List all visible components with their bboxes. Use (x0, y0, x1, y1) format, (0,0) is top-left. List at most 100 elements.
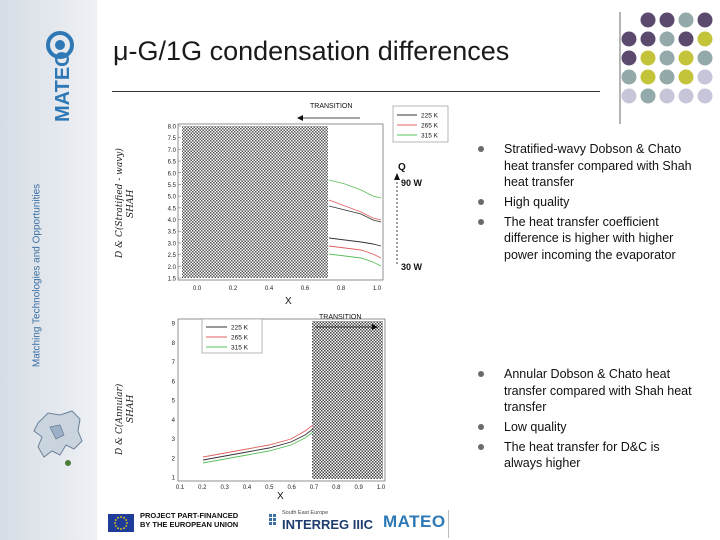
decorative-dot (697, 31, 713, 47)
chart-bottom-xtick-label: 0.7 (310, 485, 319, 491)
eu-funding-line-2: BY THE EUROPEAN UNION (140, 519, 239, 529)
chart-bottom-ytick-label: 1 (172, 476, 176, 482)
eu-star-icon (117, 527, 119, 530)
chart-bottom-legend-label: 265 K (231, 335, 249, 342)
chart-top-ytick-label: 4.5 (168, 206, 177, 212)
bullet-bottom-1: Annular Dobson & Chato heat transfer com… (478, 366, 697, 416)
decorative-divider (619, 12, 621, 124)
bullet-list-bottom: Annular Dobson & Chato heat transfer com… (478, 366, 697, 475)
bullet-dot-icon (478, 146, 484, 152)
chart-bottom-xtick-label: 0.2 (198, 485, 207, 491)
chart-bottom-ylabel-2: SHAH (126, 394, 136, 423)
decorative-dot (640, 31, 656, 47)
bullet-top-2-text: High quality (504, 194, 570, 209)
decorative-dot (640, 69, 656, 85)
chart-bottom-xtick-label: 1.0 (377, 485, 386, 491)
slide-title: μ-G/1G condensation differences (113, 36, 510, 66)
chart-top-ytick-label: 4.0 (168, 218, 177, 224)
chart-top-ytick-label: 7.0 (168, 148, 177, 154)
chart-top-transition-arrowhead (297, 115, 303, 121)
decorative-dot (621, 88, 637, 104)
eu-star-icon (120, 528, 122, 530)
bullet-list-top: Stratified-wavy Dobson & Chato heat tran… (478, 141, 697, 266)
chart-bottom-ytick-label: 7 (172, 360, 176, 366)
bullet-top-3-text: The heat transfer coefficient difference… (504, 214, 676, 262)
eu-star-icon (126, 522, 128, 524)
decorative-dot (640, 50, 656, 66)
chart-bottom-transition-label: TRANSITION (319, 314, 361, 321)
bullet-top-1: Stratified-wavy Dobson & Chato heat tran… (478, 141, 697, 191)
chart-top-ytick-label: 2.0 (168, 265, 177, 271)
chart-top-xtick-label: 0.8 (337, 286, 346, 292)
eu-flag-icon (108, 514, 134, 532)
decorative-dot (697, 88, 713, 104)
chart-top: D & C(Stratified - wavy) SHAH TRANSITION… (114, 103, 449, 307)
eu-funding-line-1: PROJECT PART-FINANCED (140, 511, 239, 520)
decorative-dot (640, 88, 656, 104)
chart-top-xtick-label: 0.2 (229, 286, 238, 292)
bullet-bottom-3-text: The heat transfer for D&C is always high… (504, 439, 660, 471)
chart-top-series-line (328, 237, 382, 247)
bullet-bottom-3: The heat transfer for D&C is always high… (478, 439, 697, 472)
chart-top-series-line (328, 205, 382, 223)
chart-top-series-line (328, 253, 382, 267)
chart-bottom-xtick-label: 0.4 (243, 485, 252, 491)
chart-bottom-xtick-label: 0.8 (332, 485, 341, 491)
chart-top-transition-region (182, 126, 328, 278)
interreg-emblem-icon (269, 514, 276, 525)
chart-bottom-series-line (202, 431, 314, 464)
decorative-dot (640, 12, 656, 28)
eu-star-icon (125, 525, 128, 527)
chart-bottom-ytick-label: 6 (172, 379, 176, 385)
bullet-top-1-text: Stratified-wavy Dobson & Chato heat tran… (504, 142, 692, 190)
chart-top-ytick-label: 5.5 (168, 183, 177, 189)
chart-top-legend-label: 225 K (421, 113, 439, 120)
chart-top-series-line (328, 199, 382, 221)
chart-bottom-ytick-label: 5 (172, 399, 176, 405)
decorative-dot (678, 31, 694, 47)
chart-bottom-ytick-label: 9 (172, 322, 176, 328)
decorative-dot (678, 88, 694, 104)
decorative-dot (678, 50, 694, 66)
chart-top-ytick-label: 6.5 (168, 160, 177, 166)
chart-bottom-ytick-label: 4 (172, 418, 176, 424)
chart-top-ytick-label: 7.5 (168, 136, 177, 142)
bullet-dot-icon (478, 443, 484, 450)
bullet-dot-icon (478, 218, 484, 225)
chart-top-ylabel-1: D & C(Stratified - wavy) (114, 148, 125, 259)
chart-bottom-transition-region (312, 321, 383, 479)
chart-top-xtick-label: 0.0 (193, 286, 202, 292)
decorative-dot (678, 12, 694, 28)
chart-top-legend-label: 315 K (421, 133, 439, 140)
chart-bottom-xlabel: X (277, 491, 284, 502)
mateo-logo-text: MATEO (52, 51, 74, 122)
mateo-logo-icon: MATEO (46, 31, 74, 122)
chart-top-ytick-label: 3.5 (168, 230, 177, 236)
bullet-dot-icon (478, 371, 484, 377)
decorative-dot-grid (621, 12, 713, 104)
decorative-dot (659, 12, 675, 28)
chart-bottom-xtick-label: 0.6 (287, 485, 296, 491)
decorative-dot (697, 69, 713, 85)
chart-bottom-series-line (202, 424, 314, 458)
decorative-dot (659, 88, 675, 104)
chart-top-ylabel-2: SHAH (126, 189, 136, 218)
bullet-dot-icon (478, 198, 484, 205)
decorative-dot (621, 50, 637, 66)
chart-bottom-xtick-label: 0.3 (220, 485, 229, 491)
chart-top-xtick-label: 1.0 (373, 286, 382, 292)
sidebar: MATEO Matching Technologies and Opportun… (0, 0, 97, 540)
decorative-dot (621, 31, 637, 47)
eu-star-icon (125, 519, 128, 521)
eu-star-icon (114, 525, 117, 527)
chart-top-q-label: Q (398, 162, 406, 173)
chart-bottom-series-line (202, 428, 314, 461)
interreg-subtitle: South East Europe (282, 510, 329, 516)
chart-top-xlabel: X (285, 296, 292, 307)
chart-top-xtick-label: 0.4 (265, 286, 274, 292)
chart-bottom-xtick-label: 0.5 (265, 485, 274, 491)
decorative-dot (659, 69, 675, 85)
chart-top-ytick-label: 2.5 (168, 253, 177, 259)
chart-bottom-xtick-label: 0.1 (176, 485, 185, 491)
chart-top-q-low: 30 W (401, 262, 423, 272)
